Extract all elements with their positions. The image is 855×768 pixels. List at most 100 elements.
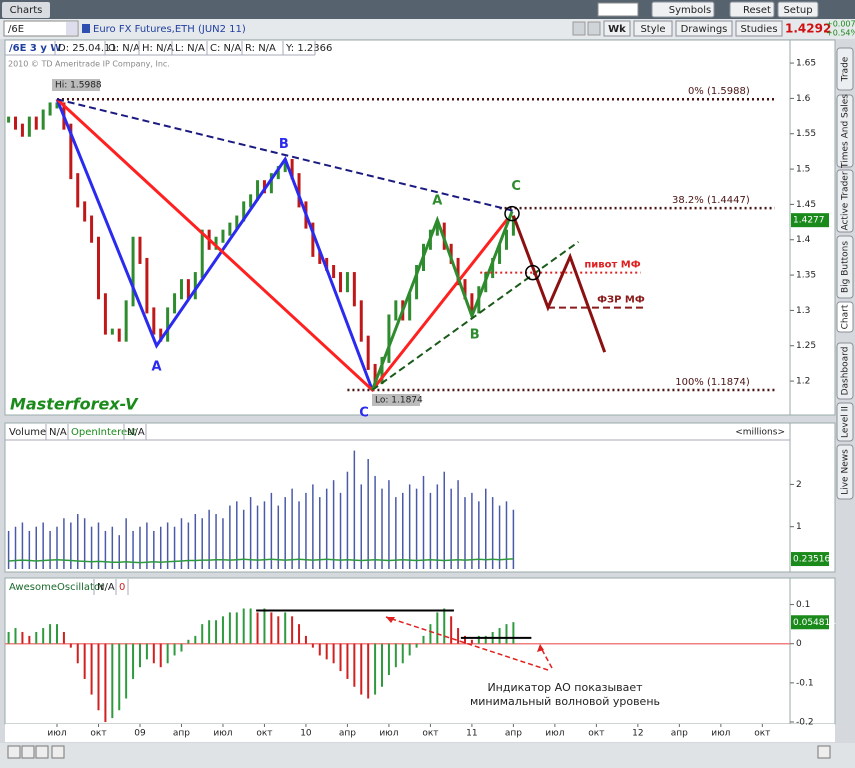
y-tick-label: 1.3 bbox=[796, 306, 810, 316]
reset-button[interactable]: Reset bbox=[729, 1, 775, 18]
hi-tag bbox=[52, 79, 100, 91]
price-bar bbox=[235, 215, 239, 229]
panel-header: N/A bbox=[127, 427, 145, 438]
price-bar bbox=[352, 272, 356, 307]
price-bar bbox=[415, 265, 419, 300]
volume-panel bbox=[4, 422, 791, 573]
wave-label: B bbox=[279, 137, 289, 152]
side-tab[interactable]: Live News bbox=[836, 444, 854, 500]
price-bar bbox=[117, 328, 121, 342]
tab-label: Active Trader bbox=[841, 171, 851, 230]
wave-label: C bbox=[511, 179, 521, 194]
side-tab[interactable]: Active Trader bbox=[836, 169, 854, 233]
tab-shape bbox=[836, 169, 854, 233]
price-bar bbox=[276, 166, 280, 180]
charts-tab[interactable]: Charts bbox=[2, 2, 50, 18]
arrow-head bbox=[386, 617, 395, 623]
drawings-button[interactable]: Drawings bbox=[675, 20, 733, 37]
price-bar bbox=[14, 116, 18, 130]
price-bar bbox=[408, 293, 412, 321]
tab-label: Live News bbox=[841, 449, 851, 495]
search-box[interactable] bbox=[597, 2, 639, 17]
y-tick-label: 0 bbox=[796, 639, 802, 649]
button-label: Drawings bbox=[681, 24, 728, 35]
watermark: Masterforex-V bbox=[10, 395, 139, 414]
panel-header: N/A bbox=[49, 427, 67, 438]
price-bar bbox=[498, 243, 502, 264]
price-bar bbox=[318, 250, 322, 264]
marker bbox=[504, 205, 520, 222]
symbols-button[interactable]: Symbols bbox=[651, 1, 715, 18]
period-button[interactable]: Wk bbox=[603, 20, 631, 37]
side-tab[interactable]: Dashboard bbox=[836, 342, 854, 400]
pan-tool[interactable] bbox=[51, 745, 65, 759]
tab-shape bbox=[836, 342, 854, 400]
zoom-in[interactable] bbox=[21, 745, 35, 759]
setup-button[interactable]: Setup bbox=[777, 1, 819, 18]
price-bar bbox=[166, 307, 170, 342]
price-bar bbox=[131, 236, 135, 307]
symbol-input[interactable]: /6E bbox=[3, 20, 79, 37]
price-bar bbox=[504, 229, 508, 250]
y-tick-label: 1.55 bbox=[796, 129, 816, 139]
tool-icon[interactable] bbox=[572, 21, 586, 36]
value-tag bbox=[791, 552, 829, 567]
price-bar bbox=[159, 328, 163, 342]
tool-icon[interactable] bbox=[587, 21, 601, 36]
resize-handle[interactable] bbox=[817, 745, 831, 759]
price-bar bbox=[186, 279, 190, 300]
wave-line bbox=[511, 215, 607, 353]
side-tab[interactable]: Big Buttons bbox=[836, 235, 854, 299]
symbol-text: /6E bbox=[8, 24, 24, 35]
title-bar bbox=[0, 0, 855, 19]
price-bar bbox=[256, 180, 260, 201]
zoom-out[interactable] bbox=[7, 745, 21, 759]
info-cell: D: 25.04.11 bbox=[58, 43, 117, 54]
price-bar bbox=[124, 300, 128, 342]
price-bar bbox=[311, 222, 315, 257]
oscillator-panel bbox=[4, 577, 791, 725]
panel-header: Volume bbox=[9, 427, 46, 438]
tab-shape bbox=[836, 94, 854, 168]
style-button[interactable]: Style bbox=[633, 20, 673, 37]
tab-shape bbox=[836, 301, 854, 333]
wave-line bbox=[56, 98, 517, 213]
x-tick-label: 12 bbox=[632, 729, 643, 739]
zoom-fit[interactable] bbox=[35, 745, 49, 759]
panel-header: 0 bbox=[119, 582, 125, 593]
y-tick-label: 1 bbox=[796, 522, 802, 532]
fib-label: 100% (1.1874) bbox=[675, 377, 750, 388]
x-tick-label: июл bbox=[711, 729, 730, 739]
price-bar bbox=[373, 363, 377, 385]
lo-label: Lo: 1.1874 bbox=[375, 396, 423, 406]
note: Индикатор АО показывает минимальный волн… bbox=[385, 616, 660, 708]
oscillator-axis bbox=[789, 577, 836, 725]
tab-label: Chart bbox=[841, 304, 851, 329]
lo-tag bbox=[372, 394, 420, 406]
y-tick-label: 1.35 bbox=[796, 271, 816, 281]
side-tab[interactable]: Chart bbox=[836, 301, 854, 333]
price-bar bbox=[435, 222, 439, 236]
price-bar bbox=[48, 102, 52, 116]
note-text: минимальный волновой уровень bbox=[470, 695, 660, 708]
panel-header: OpenInterest bbox=[71, 427, 136, 438]
side-tab[interactable]: Trade bbox=[836, 47, 854, 91]
side-tab[interactable]: Times And Sales bbox=[836, 94, 854, 169]
price-bar bbox=[7, 116, 11, 123]
price-bar bbox=[27, 116, 31, 137]
y-tick-label: 1.45 bbox=[796, 200, 816, 210]
price-bar bbox=[345, 272, 349, 293]
x-tick-label: апр bbox=[505, 729, 522, 739]
tab-shape bbox=[836, 402, 854, 442]
button-label: Reset bbox=[743, 5, 771, 16]
studies-button[interactable]: Studies bbox=[735, 20, 783, 37]
side-tab[interactable]: Level II bbox=[836, 402, 854, 442]
price-bar bbox=[249, 194, 253, 208]
price-bar bbox=[242, 201, 246, 222]
y-tick-label: -0.2 bbox=[796, 718, 814, 728]
button-label: Wk bbox=[608, 24, 626, 35]
price-bar bbox=[332, 265, 336, 279]
y-tick-label: 0.1 bbox=[796, 600, 810, 610]
y-tick-label: 1.2 bbox=[796, 377, 810, 387]
price-change-pct: +0.54% bbox=[826, 29, 855, 38]
